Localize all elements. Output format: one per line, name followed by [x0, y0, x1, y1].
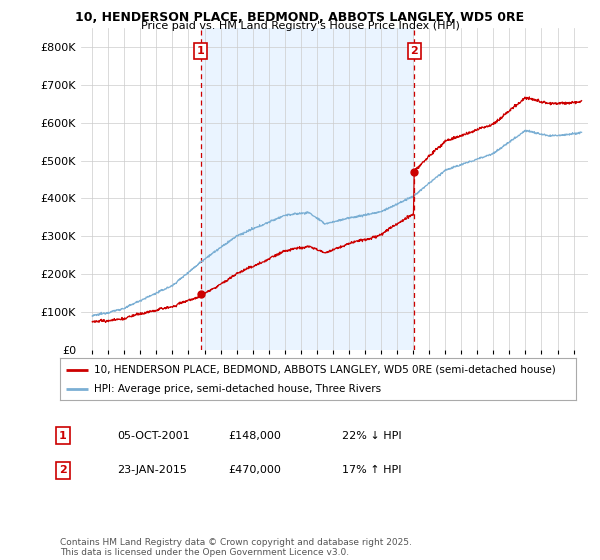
- Text: 23-JAN-2015: 23-JAN-2015: [117, 465, 187, 475]
- Text: 2: 2: [410, 46, 418, 56]
- Text: 2: 2: [59, 465, 67, 475]
- Text: £470,000: £470,000: [228, 465, 281, 475]
- Text: HPI: Average price, semi-detached house, Three Rivers: HPI: Average price, semi-detached house,…: [94, 384, 380, 394]
- Text: 1: 1: [197, 46, 205, 56]
- Bar: [200, 28, 414, 350]
- Text: 17% ↑ HPI: 17% ↑ HPI: [342, 465, 401, 475]
- Text: 22% ↓ HPI: 22% ↓ HPI: [342, 431, 401, 441]
- Text: Price paid vs. HM Land Registry's House Price Index (HPI): Price paid vs. HM Land Registry's House …: [140, 21, 460, 31]
- Text: Contains HM Land Registry data © Crown copyright and database right 2025.
This d: Contains HM Land Registry data © Crown c…: [60, 538, 412, 557]
- Text: 05-OCT-2001: 05-OCT-2001: [117, 431, 190, 441]
- Text: 10, HENDERSON PLACE, BEDMOND, ABBOTS LANGLEY, WD5 0RE: 10, HENDERSON PLACE, BEDMOND, ABBOTS LAN…: [76, 11, 524, 24]
- Text: 10, HENDERSON PLACE, BEDMOND, ABBOTS LANGLEY, WD5 0RE (semi-detached house): 10, HENDERSON PLACE, BEDMOND, ABBOTS LAN…: [94, 365, 555, 375]
- Text: 1: 1: [59, 431, 67, 441]
- Text: £148,000: £148,000: [228, 431, 281, 441]
